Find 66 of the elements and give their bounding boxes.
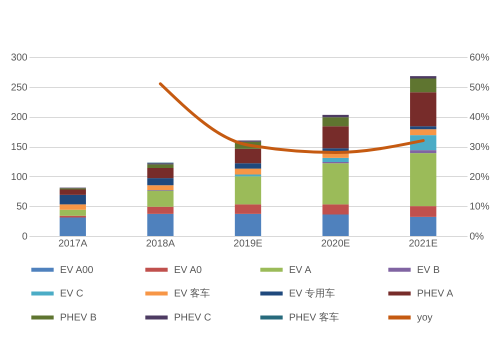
bar: [60, 189, 86, 195]
x-tick-label: 2021E: [408, 238, 438, 250]
bar: [322, 114, 349, 118]
bar: [147, 164, 174, 168]
y2-tick-label: 40%: [470, 112, 490, 124]
x-tick-label: 2020E: [321, 238, 350, 250]
legend-label: EV 专用车: [289, 288, 336, 300]
bar: [322, 126, 349, 148]
bar: [234, 204, 262, 214]
bar: [410, 153, 436, 206]
bar: [322, 117, 349, 126]
x-tick-label: 2017A: [58, 238, 88, 250]
bar: [410, 78, 436, 92]
bar: [322, 158, 349, 162]
bar: [147, 185, 174, 190]
bar: [234, 214, 262, 236]
legend-label: EV B: [417, 264, 440, 276]
y2-tick-label: 0%: [470, 232, 484, 242]
legend-label: EV A00: [60, 264, 94, 276]
bar: [322, 204, 349, 215]
bar: [234, 168, 262, 175]
bar: [322, 163, 349, 204]
bar: [60, 210, 86, 216]
bar: [234, 148, 262, 164]
y-tick-label: 200: [10, 112, 28, 124]
bar: [410, 150, 436, 154]
legend-label: EV C: [60, 288, 84, 300]
bar: [322, 214, 349, 236]
bar: [410, 216, 436, 236]
legend-label: PHEV B: [60, 312, 98, 324]
y-tick-label: 300: [10, 52, 28, 64]
y-tick-label: 0: [22, 232, 28, 242]
y-tick-label: 150: [10, 142, 28, 153]
bar: [60, 194, 86, 204]
y2-tick-label: 50%: [470, 82, 490, 94]
y2-tick-label: 30%: [470, 142, 490, 153]
legend-label: PHEV C: [174, 312, 212, 324]
y-tick-label: 50: [16, 202, 28, 213]
x-tick-label: 2019E: [234, 238, 263, 250]
bar: [60, 204, 86, 210]
bar: [60, 218, 86, 236]
bar: [410, 126, 436, 130]
legend-label: PHEV A: [417, 288, 454, 300]
y-tick-label: 250: [10, 82, 28, 94]
bar: [147, 178, 174, 186]
bar: [322, 154, 349, 158]
y2-tick-label: 10%: [470, 202, 490, 213]
legend-label: yoy: [417, 312, 433, 324]
bar: [410, 92, 436, 126]
legend-label: EV 客车: [174, 288, 210, 300]
bar: [410, 129, 436, 136]
y2-tick-label: 60%: [470, 52, 490, 64]
legend-label: PHEV 客车: [289, 312, 340, 324]
bar: [234, 176, 262, 204]
y2-tick-label: 20%: [470, 172, 490, 183]
bar: [147, 214, 174, 236]
bar: [410, 206, 436, 217]
line-series: [158, 82, 425, 154]
x-tick-label: 2018A: [146, 238, 176, 250]
bar: [147, 168, 174, 178]
legend-label: EV A: [289, 264, 312, 276]
bar: [147, 190, 174, 207]
y-tick-label: 100: [10, 172, 28, 183]
bar: [147, 206, 174, 214]
legend-label: EV A0: [174, 264, 202, 276]
bar: [234, 163, 262, 169]
